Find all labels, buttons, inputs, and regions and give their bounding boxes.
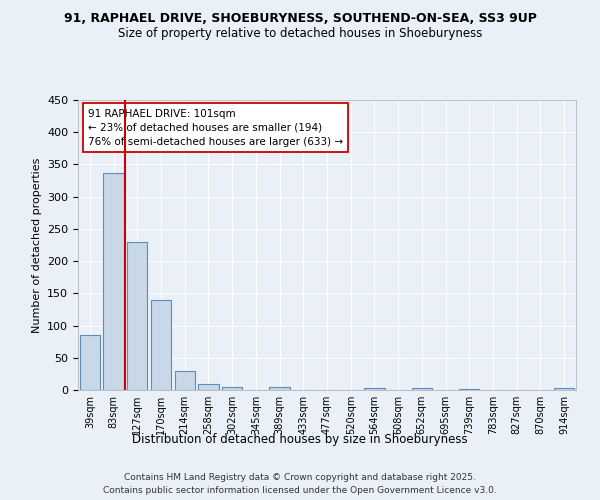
- Bar: [175, 370, 195, 390]
- Bar: [222, 387, 242, 390]
- Bar: [364, 388, 385, 390]
- Text: 91, RAPHAEL DRIVE, SHOEBURYNESS, SOUTHEND-ON-SEA, SS3 9UP: 91, RAPHAEL DRIVE, SHOEBURYNESS, SOUTHEN…: [64, 12, 536, 26]
- Text: Distribution of detached houses by size in Shoeburyness: Distribution of detached houses by size …: [132, 432, 468, 446]
- Bar: [151, 300, 171, 390]
- Bar: [269, 388, 290, 390]
- Bar: [412, 388, 432, 390]
- Bar: [199, 384, 218, 390]
- Text: Size of property relative to detached houses in Shoeburyness: Size of property relative to detached ho…: [118, 28, 482, 40]
- Bar: [554, 388, 574, 390]
- Text: Contains HM Land Registry data © Crown copyright and database right 2025.
Contai: Contains HM Land Registry data © Crown c…: [103, 473, 497, 495]
- Bar: [103, 173, 124, 390]
- Bar: [127, 242, 148, 390]
- Bar: [80, 335, 100, 390]
- Y-axis label: Number of detached properties: Number of detached properties: [32, 158, 41, 332]
- Text: 91 RAPHAEL DRIVE: 101sqm
← 23% of detached houses are smaller (194)
76% of semi-: 91 RAPHAEL DRIVE: 101sqm ← 23% of detach…: [88, 108, 343, 146]
- Bar: [459, 388, 479, 390]
